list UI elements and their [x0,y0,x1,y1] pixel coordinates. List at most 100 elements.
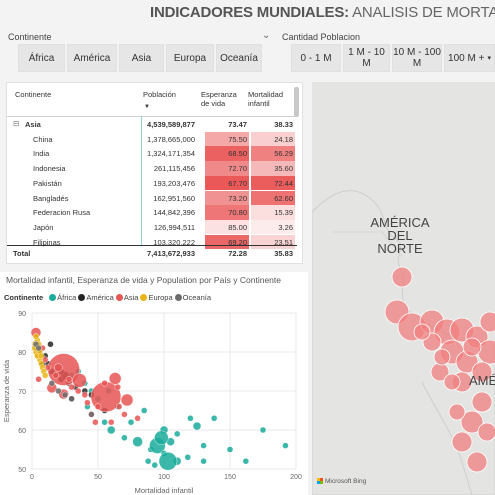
table-row[interactable]: China 1,378,665,000 75.50 24.18 [7,131,295,147]
scatter-point[interactable] [140,407,148,414]
scatter-point[interactable] [84,399,91,406]
legend-item-label[interactable]: Europa [148,293,173,302]
continent-option-africa[interactable]: África [18,44,65,72]
scatter-point[interactable] [115,403,123,410]
collapse-icon[interactable]: ⊟ [13,119,20,128]
scatter-point[interactable] [154,430,169,446]
scatter-point[interactable] [65,376,73,383]
scatter-point[interactable] [114,383,122,391]
chevron-down-icon[interactable]: ⌄ [262,30,271,41]
table-row[interactable]: India 1,324,171,354 68.50 56.29 [7,146,295,161]
scatter-point[interactable] [200,442,207,449]
map-bubble[interactable] [477,422,495,442]
scatter-point[interactable] [151,461,158,469]
header-life-expectancy[interactable]: Esperanza de vida [201,90,237,108]
scatter-point[interactable] [47,341,54,348]
scatter-point[interactable] [55,387,62,395]
table-row[interactable]: Japón 126,994,511 85.00 3.26 [7,219,295,235]
scatter-point[interactable] [68,383,75,391]
scatter-point[interactable] [107,418,115,426]
scatter-point[interactable] [132,436,143,447]
report-title-rest: ANALISIS DE MORTALIDAD INFANTIL [352,4,495,21]
header-population[interactable]: Población [143,90,176,99]
cell-population: 261,115,456 [153,164,195,174]
continent-option-europa[interactable]: Europa [166,44,214,72]
scatter-point[interactable] [32,333,40,340]
legend-item-label[interactable]: África [57,293,77,302]
table-row[interactable]: Federacion Rusa 144,842,396 70.80 15.39 [7,205,295,220]
scatter-point[interactable] [68,395,75,403]
population-option-0-1m[interactable]: 0 - 1 M [291,44,341,72]
scatter-plot[interactable]: 0 50 100 150 200 50 60 70 80 90 Mortalidad infanti… [0,305,308,495]
scatter-point[interactable] [88,411,95,418]
header-infant-mortality[interactable]: Mortalidad infantil [248,90,284,108]
map-panel[interactable]: AMÉRICA DEL NORTE AMÉ Microsoft Bing [312,82,495,495]
map-bubble[interactable] [471,391,493,413]
population-option-100m-plus[interactable]: 100 M + ▾ [444,44,495,72]
map-bubble[interactable] [479,311,495,333]
scatter-point[interactable] [106,425,116,435]
scatter-point[interactable] [192,421,202,431]
scatter-point[interactable] [101,418,108,426]
scatter-point[interactable] [61,391,69,399]
scatter-point[interactable] [74,387,82,395]
map-bubble[interactable] [448,403,466,421]
country-table: Continente Población ▼ Esperanza de vida… [6,82,303,264]
scatter-point[interactable] [134,415,141,422]
scatter-point[interactable] [120,393,134,407]
scatter-point[interactable] [94,403,102,410]
scatter-point[interactable] [108,372,122,385]
scatter-point[interactable] [48,379,55,387]
scatter-point[interactable] [38,352,45,360]
scatter-point[interactable] [184,454,191,461]
scatter-point[interactable] [158,451,178,471]
table-scrollbar[interactable] [294,87,299,117]
table-row[interactable]: Pakistán 193,203,476 67.70 72.44 [7,175,295,191]
legend-item-label[interactable]: América [86,293,114,302]
scatter-point[interactable] [242,457,250,465]
scatter-point[interactable] [200,457,207,465]
scatter-point[interactable] [35,376,42,383]
map-bubble[interactable] [433,348,451,366]
scatter-point[interactable] [42,372,49,379]
scatter-point[interactable] [121,434,128,442]
scatter-point[interactable] [282,442,289,449]
scatter-point[interactable] [72,373,87,388]
scatter-point[interactable] [81,391,89,399]
scatter-point[interactable] [92,418,99,426]
map-bubble[interactable] [413,323,431,341]
map-bubble[interactable] [462,337,482,357]
map-bubble[interactable] [466,451,488,473]
map-bubble[interactable] [391,266,413,288]
continent-option-oceania[interactable]: Oceanía [216,44,262,72]
scatter-point[interactable] [210,415,218,422]
total-row[interactable]: Total 7,413,672,933 72.28 35.83 [7,246,295,261]
continent-option-asia[interactable]: Asia [119,44,164,72]
scatter-point[interactable] [127,418,135,426]
map-bubble[interactable] [451,431,473,453]
map-bubble[interactable] [460,410,484,434]
legend-item-label[interactable]: Asia [123,293,139,302]
table-row[interactable]: Bangladés 162,951,560 73.20 62.60 [7,190,295,205]
scatter-point[interactable] [173,430,181,438]
scatter-point[interactable] [187,415,194,422]
continent-option-america[interactable]: América [67,44,117,72]
scatter-point[interactable] [101,379,108,387]
legend-marker [49,294,57,301]
table-row[interactable]: Indonesia 261,115,456 72.70 35.60 [7,161,295,176]
scatter-point[interactable] [121,411,128,418]
header-continent[interactable]: Continente [15,90,52,99]
scatter-point[interactable] [144,457,152,465]
population-option-1-10m[interactable]: 1 M - 10 M [343,44,390,72]
scatter-point[interactable] [35,344,42,352]
scatter-point[interactable] [54,363,63,372]
scatter-point[interactable] [226,446,234,453]
scatter-point[interactable] [259,426,267,434]
legend-item-label[interactable]: Oceanía [182,293,211,302]
map-bubble[interactable] [471,361,493,383]
group-row-asia[interactable]: Asia 4,539,589,877 73.47 38.33 ⊟ [7,117,295,132]
population-option-10-100m[interactable]: 10 M - 100 M [392,44,442,72]
cell-population: 103,320,222 [153,237,195,247]
map-bubble[interactable] [443,373,461,391]
scatter-point[interactable] [52,372,59,379]
